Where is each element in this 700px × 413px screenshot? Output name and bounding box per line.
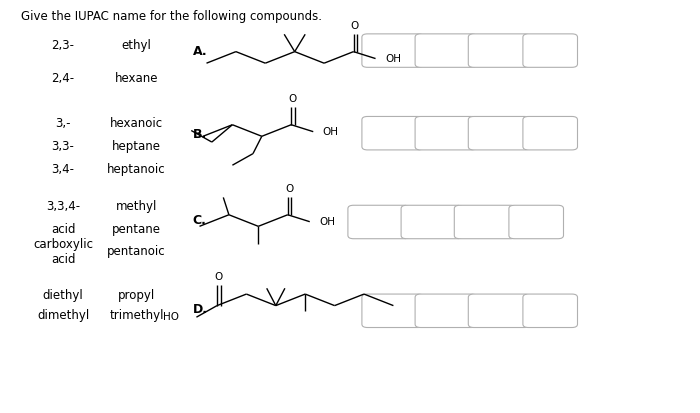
Text: trimethyl: trimethyl xyxy=(109,309,164,323)
Text: ethyl: ethyl xyxy=(122,39,151,52)
Text: O: O xyxy=(351,21,359,31)
FancyBboxPatch shape xyxy=(454,205,516,239)
FancyBboxPatch shape xyxy=(401,205,463,239)
Text: O: O xyxy=(214,271,223,282)
FancyBboxPatch shape xyxy=(468,116,530,150)
Text: hexane: hexane xyxy=(115,72,158,85)
FancyBboxPatch shape xyxy=(415,294,477,328)
FancyBboxPatch shape xyxy=(523,294,578,328)
Text: C.: C. xyxy=(193,214,206,228)
Text: hexanoic: hexanoic xyxy=(110,117,163,131)
FancyBboxPatch shape xyxy=(348,205,409,239)
Text: dimethyl: dimethyl xyxy=(37,309,89,323)
FancyBboxPatch shape xyxy=(362,116,424,150)
Text: acid: acid xyxy=(50,223,76,236)
Text: O: O xyxy=(285,184,293,194)
Text: propyl: propyl xyxy=(118,289,155,302)
Text: 3,3-: 3,3- xyxy=(52,140,74,153)
Text: O: O xyxy=(288,94,297,104)
Text: carboxylic
acid: carboxylic acid xyxy=(33,238,93,266)
FancyBboxPatch shape xyxy=(415,34,477,67)
FancyBboxPatch shape xyxy=(523,34,578,67)
FancyBboxPatch shape xyxy=(468,294,530,328)
Text: heptane: heptane xyxy=(112,140,161,153)
FancyBboxPatch shape xyxy=(362,294,424,328)
Text: OH: OH xyxy=(385,54,401,64)
Text: A.: A. xyxy=(193,45,207,58)
Text: 3,4-: 3,4- xyxy=(52,163,74,176)
Text: diethyl: diethyl xyxy=(43,289,83,302)
Text: 2,4-: 2,4- xyxy=(51,72,75,85)
Text: 3,-: 3,- xyxy=(55,117,71,131)
FancyBboxPatch shape xyxy=(468,34,530,67)
Text: 2,3-: 2,3- xyxy=(52,39,74,52)
Text: OH: OH xyxy=(323,127,339,137)
Text: HO: HO xyxy=(163,312,179,322)
FancyBboxPatch shape xyxy=(415,116,477,150)
Text: 3,3,4-: 3,3,4- xyxy=(46,200,80,213)
Text: D.: D. xyxy=(193,303,207,316)
Text: pentanoic: pentanoic xyxy=(107,245,166,259)
Text: OH: OH xyxy=(319,217,335,227)
FancyBboxPatch shape xyxy=(523,116,578,150)
FancyBboxPatch shape xyxy=(362,34,424,67)
Text: pentane: pentane xyxy=(112,223,161,236)
Text: methyl: methyl xyxy=(116,200,158,213)
Text: Give the IUPAC name for the following compounds.: Give the IUPAC name for the following co… xyxy=(21,10,322,23)
Text: heptanoic: heptanoic xyxy=(107,163,166,176)
Text: B.: B. xyxy=(193,128,206,141)
FancyBboxPatch shape xyxy=(509,205,564,239)
